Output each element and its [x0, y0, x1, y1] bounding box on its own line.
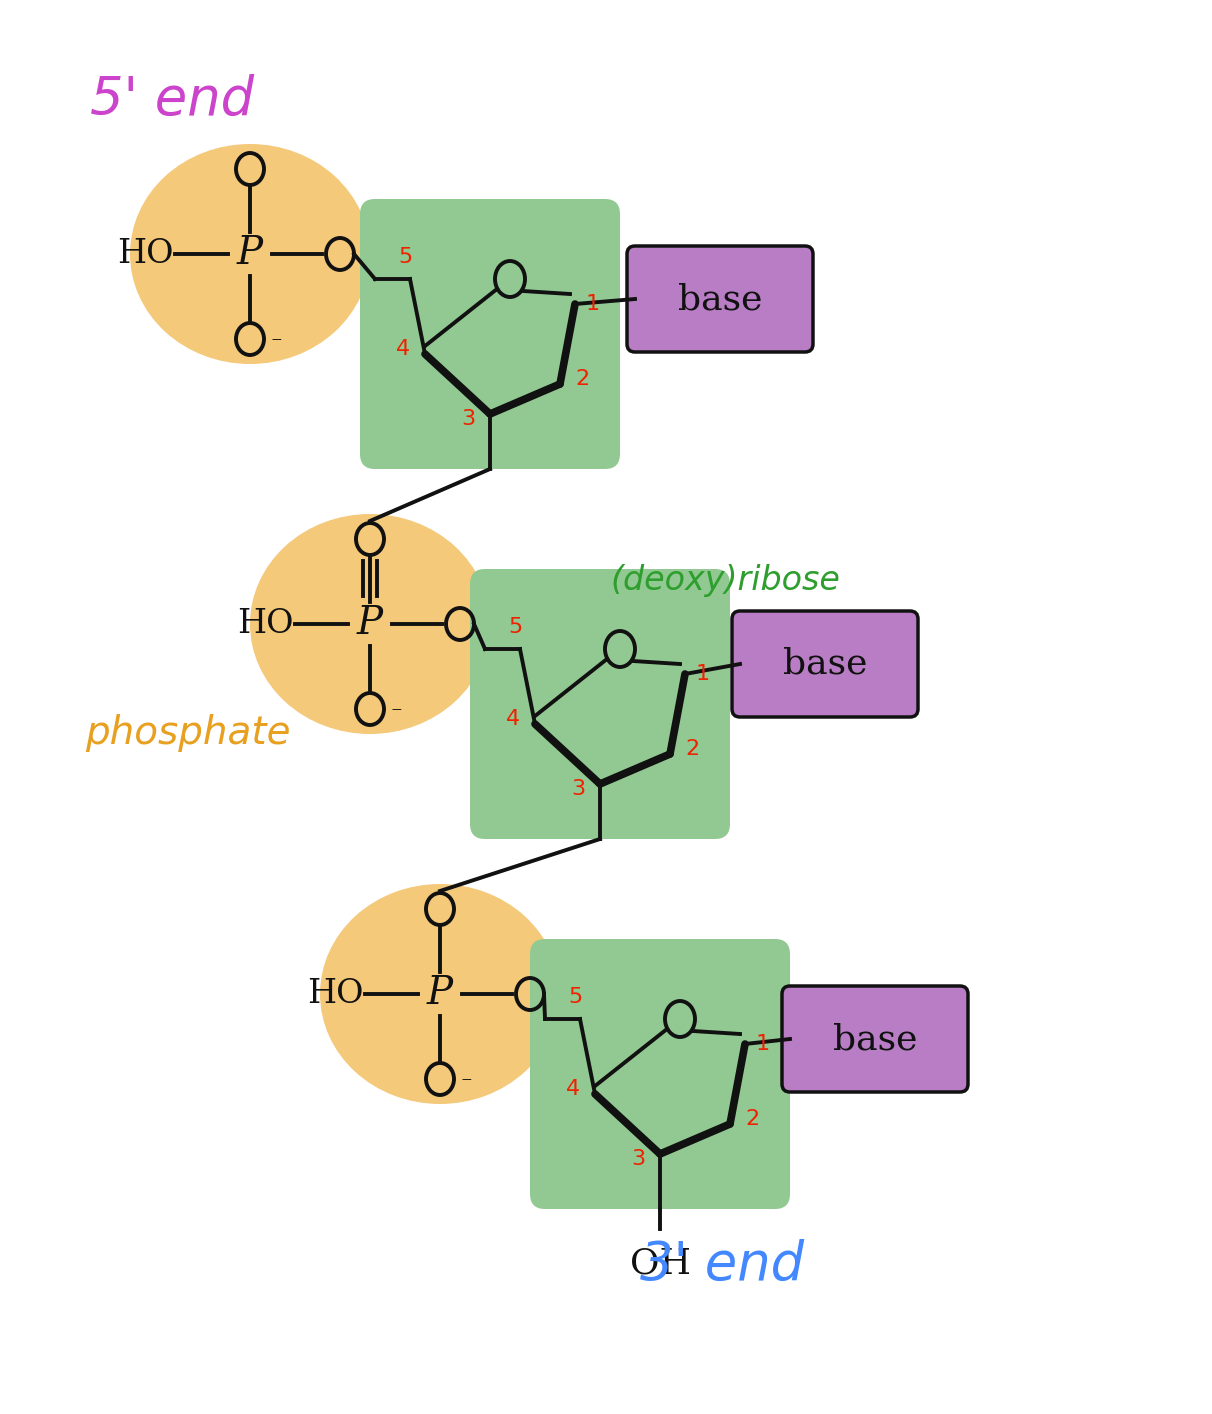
- Text: 4: 4: [566, 1079, 581, 1099]
- Text: HO: HO: [307, 978, 364, 1010]
- FancyBboxPatch shape: [470, 568, 730, 839]
- Text: 4: 4: [396, 339, 410, 359]
- Text: 2: 2: [685, 740, 699, 759]
- Text: 5: 5: [398, 247, 412, 267]
- Text: ⁻: ⁻: [390, 704, 401, 724]
- FancyBboxPatch shape: [782, 986, 968, 1092]
- Text: 5' end: 5' end: [90, 74, 255, 126]
- Text: ⁻: ⁻: [270, 334, 281, 354]
- Text: (deoxy)ribose: (deoxy)ribose: [610, 564, 840, 597]
- Text: HO: HO: [236, 608, 293, 641]
- Text: 5: 5: [508, 617, 522, 636]
- FancyBboxPatch shape: [360, 199, 621, 469]
- Text: P: P: [358, 605, 383, 642]
- Text: 1: 1: [585, 294, 600, 314]
- Text: 3: 3: [571, 779, 585, 799]
- Text: base: base: [678, 281, 762, 315]
- Text: 1: 1: [756, 1034, 770, 1053]
- Text: 2: 2: [745, 1109, 759, 1128]
- Text: 3: 3: [461, 409, 475, 428]
- Text: 5: 5: [568, 987, 582, 1007]
- Text: 4: 4: [505, 708, 520, 730]
- Text: 2: 2: [574, 369, 589, 389]
- Ellipse shape: [250, 515, 490, 734]
- Text: P: P: [236, 236, 263, 273]
- FancyBboxPatch shape: [530, 939, 790, 1209]
- Text: 3: 3: [631, 1150, 645, 1169]
- Text: 1: 1: [696, 665, 710, 684]
- Text: P: P: [427, 976, 453, 1012]
- FancyBboxPatch shape: [732, 611, 917, 717]
- Text: base: base: [783, 648, 868, 682]
- Ellipse shape: [320, 884, 560, 1104]
- Text: 3' end: 3' end: [640, 1239, 804, 1291]
- Ellipse shape: [130, 144, 370, 363]
- FancyBboxPatch shape: [627, 246, 813, 352]
- Text: phosphate: phosphate: [85, 714, 291, 752]
- Text: HO: HO: [116, 238, 173, 270]
- Text: base: base: [833, 1022, 917, 1056]
- Text: ⁻: ⁻: [461, 1075, 471, 1094]
- Text: OH: OH: [629, 1247, 691, 1281]
